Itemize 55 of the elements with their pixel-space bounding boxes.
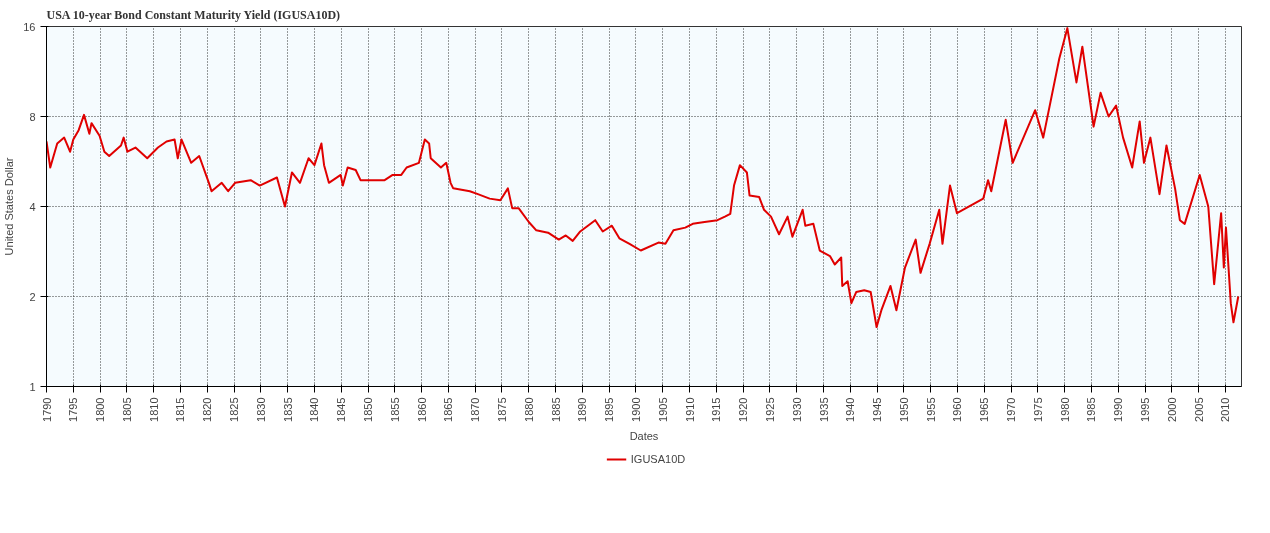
x-tick-label: 1930 xyxy=(790,397,803,422)
y-tick-label: 8 xyxy=(29,110,36,123)
x-tick-label: 1950 xyxy=(897,397,910,422)
x-tick-label: 1825 xyxy=(228,397,241,422)
y-axis-title: United States Dollar xyxy=(3,157,16,256)
x-tick-label: 1880 xyxy=(522,397,535,422)
x-tick-label: 1895 xyxy=(603,397,616,422)
x-tick-label: 1885 xyxy=(549,397,562,422)
line-series xyxy=(46,27,1240,329)
x-tick-label: 1940 xyxy=(844,397,857,422)
y-tick-label: 1 xyxy=(29,380,36,393)
x-tick-label: 1975 xyxy=(1031,397,1044,422)
x-tick-label: 1810 xyxy=(147,397,160,422)
x-tick-label: 1970 xyxy=(1005,397,1018,422)
x-tick-label: 1920 xyxy=(737,397,750,422)
x-tick-label: 2005 xyxy=(1192,397,1205,422)
x-tick-label: 1915 xyxy=(710,397,723,422)
chart-title: USA 10-year Bond Constant Maturity Yield (IGUSA10D) xyxy=(46,7,341,22)
x-tick-label: 1860 xyxy=(415,397,428,422)
x-tick-label: 1945 xyxy=(871,397,884,422)
x-tick-label: 1960 xyxy=(951,397,964,422)
x-tick-label: 1845 xyxy=(335,397,348,422)
x-tick-label: 1980 xyxy=(1058,397,1071,422)
x-tick-label: 1820 xyxy=(201,397,214,422)
x-tick-label: 1815 xyxy=(174,397,187,422)
x-tick-label: 1870 xyxy=(469,397,482,422)
x-tick-label: 1840 xyxy=(308,397,321,422)
x-tick-label: 1925 xyxy=(763,397,776,422)
x-tick-label: 1805 xyxy=(120,397,133,422)
x-tick-label: 1800 xyxy=(94,397,107,422)
x-tick-label: 1990 xyxy=(1112,397,1125,422)
x-tick-label: 1850 xyxy=(362,397,375,422)
x-tick-label: 2010 xyxy=(1219,397,1232,422)
x-tick-label: 1905 xyxy=(656,397,669,422)
x-tick-label: 1965 xyxy=(978,397,991,422)
x-tick-label: 1865 xyxy=(442,397,455,422)
x-tick-label: 2000 xyxy=(1165,397,1178,422)
x-tick-label: 1795 xyxy=(67,397,80,422)
y-tick-label: 16 xyxy=(23,20,36,33)
y-tick-label: 4 xyxy=(29,200,36,213)
x-tick-label: 1835 xyxy=(281,397,294,422)
x-tick-label: 1935 xyxy=(817,397,830,422)
x-tick-label: 1875 xyxy=(495,397,508,422)
x-tick-label: 1890 xyxy=(576,397,589,422)
x-tick-label: 1855 xyxy=(388,397,401,422)
x-axis-title: Dates xyxy=(629,429,659,442)
x-tick-label: 1830 xyxy=(254,397,267,422)
legend-label: IGUSA10D xyxy=(630,453,686,465)
x-tick-label: 1985 xyxy=(1085,397,1098,422)
y-tick-label: 2 xyxy=(29,290,36,303)
x-tick-label: 1995 xyxy=(1139,397,1152,422)
x-tick-label: 1910 xyxy=(683,397,696,422)
x-tick-label: 1955 xyxy=(924,397,937,422)
x-tick-label: 1790 xyxy=(40,397,53,422)
x-tick-label: 1900 xyxy=(629,397,642,422)
